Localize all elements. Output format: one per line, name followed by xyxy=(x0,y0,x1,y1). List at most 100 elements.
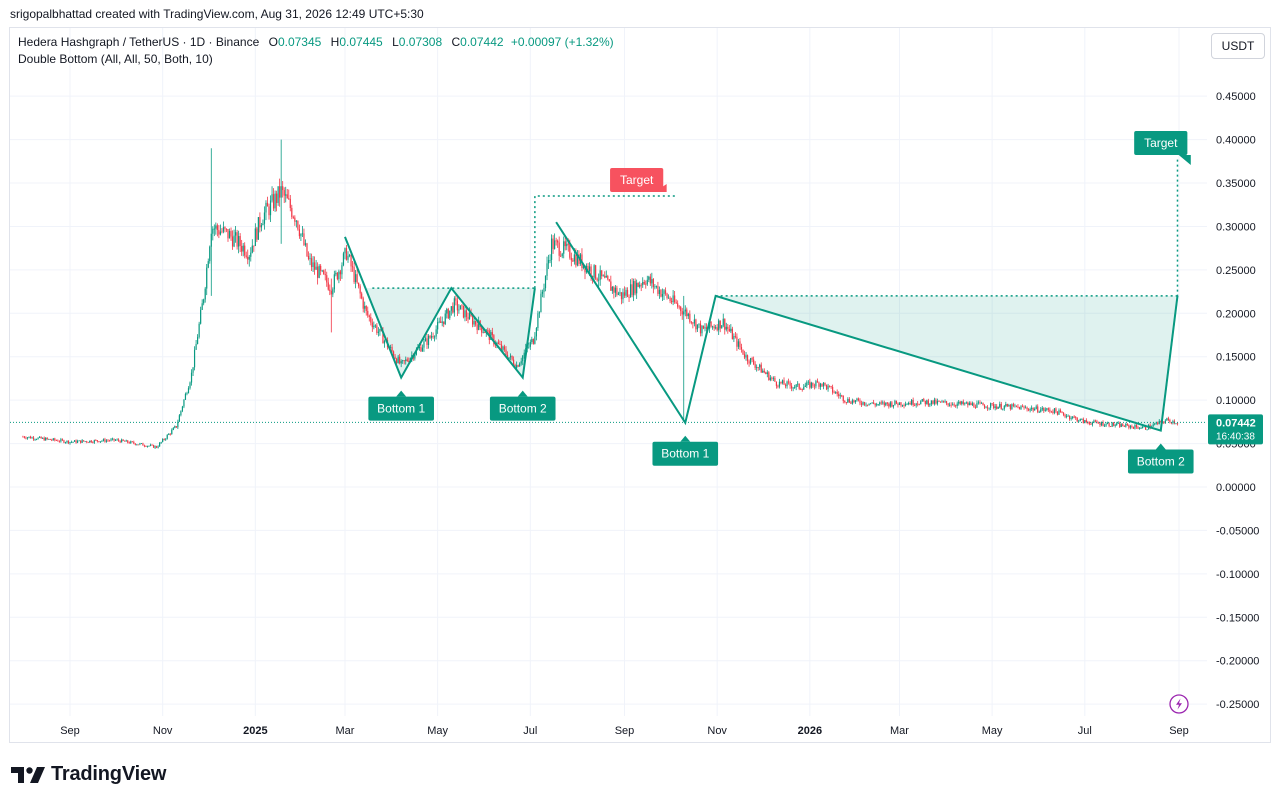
candle-body xyxy=(1106,423,1109,424)
candle-body xyxy=(860,403,863,405)
candle-body xyxy=(452,306,454,313)
candle-body xyxy=(1103,425,1106,427)
candle-body xyxy=(795,384,797,388)
candle-body xyxy=(532,338,534,344)
candle-body xyxy=(929,404,931,406)
candle-body xyxy=(99,441,101,443)
candle-body xyxy=(769,377,771,381)
candle-body xyxy=(611,286,613,291)
lightning-icon[interactable] xyxy=(1169,694,1189,714)
tradingview-logo-icon xyxy=(11,766,45,783)
candle-body xyxy=(970,402,972,406)
tradingview-logo[interactable]: TradingView xyxy=(11,763,166,786)
candle-body xyxy=(341,265,343,275)
candle-body xyxy=(1140,428,1142,429)
candle-body xyxy=(891,402,893,407)
candle-body xyxy=(1038,411,1040,413)
bottom2-label: Bottom 2 xyxy=(489,390,556,421)
last-price-label[interactable]: 0.07442 16:40:38 xyxy=(1208,414,1263,445)
candle-body xyxy=(678,306,680,308)
candle-body xyxy=(1020,406,1022,410)
candle-body xyxy=(667,297,670,299)
candle-body xyxy=(163,439,165,440)
candle-body xyxy=(225,228,228,230)
candle-body xyxy=(113,438,115,441)
candle-body xyxy=(950,404,952,406)
candle-body xyxy=(90,440,92,443)
candle-body xyxy=(467,316,469,320)
candle-body xyxy=(86,441,88,443)
candle-body xyxy=(661,293,664,297)
candle-body xyxy=(517,365,519,367)
candle-body xyxy=(1125,423,1127,427)
candle-body xyxy=(695,319,697,330)
candle-body xyxy=(663,290,665,294)
candle-body xyxy=(1031,407,1033,409)
last-price-box xyxy=(1208,414,1263,445)
candle-body xyxy=(434,336,436,338)
bottom2-label-pointer xyxy=(1155,443,1166,450)
candle-body xyxy=(596,278,598,281)
candle-body xyxy=(1157,422,1159,424)
chart-frame xyxy=(9,27,1271,743)
candle-body xyxy=(1044,409,1046,411)
candle-body xyxy=(892,404,894,407)
candle-body xyxy=(684,309,686,312)
candle-body xyxy=(816,381,819,383)
time-axis[interactable]: Sep Nov 2025 Mar May Jul Sep Nov 2026 Mar May Jul Se… xyxy=(60,725,1189,737)
pattern-zigzag xyxy=(344,236,536,381)
candle-body xyxy=(1110,426,1112,427)
candle-body xyxy=(939,401,942,403)
candle-body xyxy=(710,321,712,327)
candle-body xyxy=(696,324,699,330)
candle-body xyxy=(740,347,743,350)
candle-body xyxy=(705,327,708,329)
candle-body xyxy=(49,438,51,440)
currency-button[interactable]: USDT xyxy=(1211,33,1265,59)
candle-body xyxy=(982,403,984,406)
candle-body xyxy=(23,436,26,438)
price-tick-label: 0.40000 xyxy=(1216,135,1256,147)
candle-body xyxy=(1134,424,1136,429)
target-label-text: Target xyxy=(620,173,654,187)
price-axis[interactable]: 0.45000 0.40000 0.35000 0.30000 0.25000 0.200… xyxy=(1208,91,1263,711)
candle-body xyxy=(774,377,776,382)
candle-body xyxy=(999,403,1001,407)
high-value: 0.07445 xyxy=(339,35,383,49)
candle-body xyxy=(756,367,758,369)
candle-body xyxy=(251,245,253,253)
candle-body xyxy=(1024,407,1027,409)
candle-body xyxy=(111,438,114,440)
candle-body xyxy=(680,306,682,312)
candle-body xyxy=(271,194,273,201)
candle-body xyxy=(968,402,970,406)
indicator-legend[interactable]: Double Bottom (All, All, 50, Both, 10) xyxy=(18,52,213,66)
candle-body xyxy=(894,400,896,405)
candle-body xyxy=(848,399,850,403)
symbol-legend[interactable]: Hedera Hashgraph / TetherUS · 1D · Binan… xyxy=(18,35,614,49)
candle-body xyxy=(642,281,644,286)
candle-body xyxy=(857,398,860,401)
candle-body xyxy=(748,361,750,364)
candle-body xyxy=(116,439,118,441)
candle-body xyxy=(195,344,197,350)
candle-body xyxy=(373,325,375,328)
candle-body xyxy=(265,202,267,213)
candle-body xyxy=(584,265,586,273)
candle-body xyxy=(48,438,50,440)
chart-grid xyxy=(10,28,1207,716)
candle-body xyxy=(522,355,524,362)
candle-body xyxy=(821,383,823,387)
candle-body xyxy=(61,439,64,441)
candle-body xyxy=(242,245,244,252)
candle-body xyxy=(766,372,768,375)
candle-body xyxy=(344,248,346,254)
candle-body xyxy=(746,355,749,362)
candle-body xyxy=(67,440,70,444)
candle-body xyxy=(794,387,796,389)
candle-body xyxy=(361,293,363,299)
candle-body xyxy=(664,290,667,294)
candle-body xyxy=(888,403,890,407)
candle-body xyxy=(1058,410,1060,415)
